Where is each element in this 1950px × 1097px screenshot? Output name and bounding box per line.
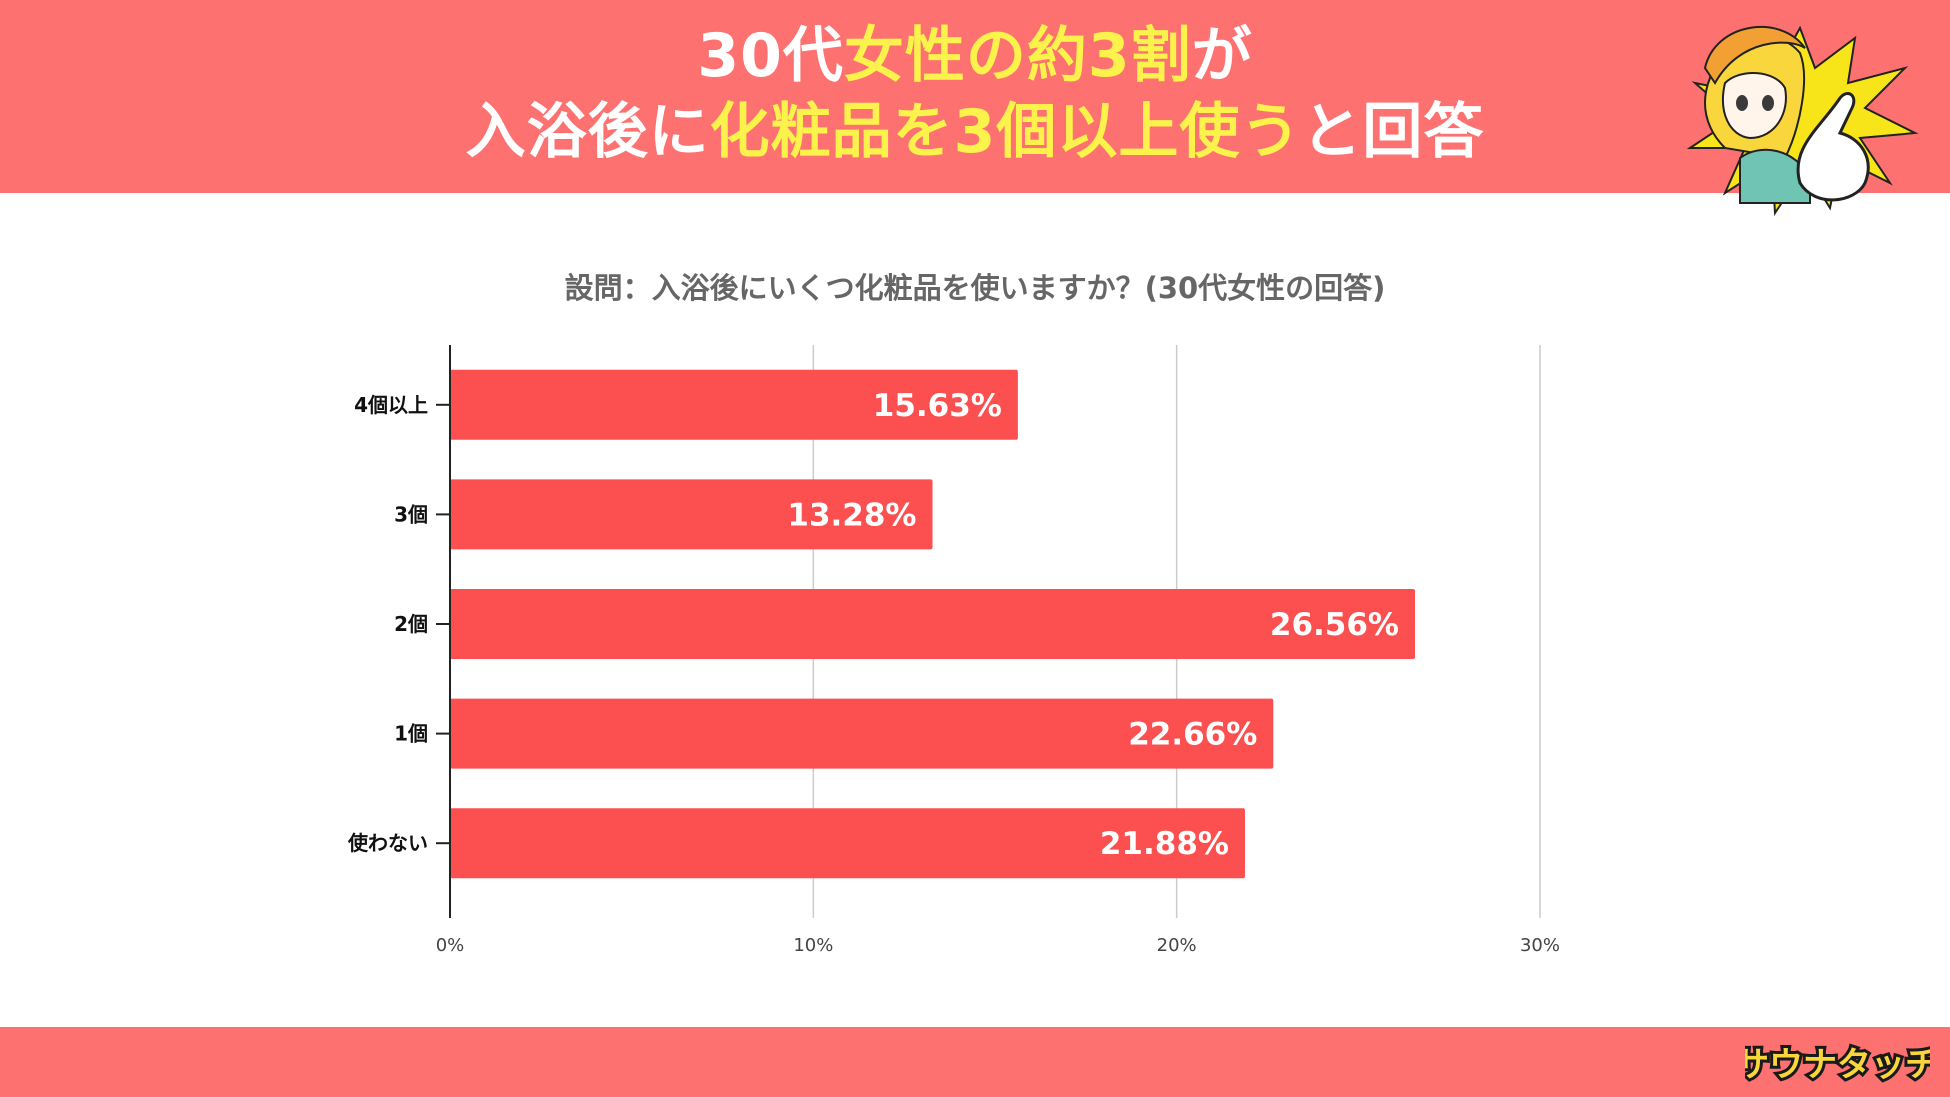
bar	[450, 808, 1245, 879]
headline-line-2: 入浴後に化粧品を3個以上使うと回答	[0, 94, 1950, 170]
headline-highlight: 女性の約3割	[843, 21, 1192, 91]
x-tick-label: 20%	[1157, 935, 1197, 956]
headline: 30代女性の約3割が 入浴後に化粧品を3個以上使うと回答	[0, 18, 1950, 170]
x-tick-label: 10%	[793, 935, 833, 956]
category-label: 使わない	[347, 831, 428, 855]
headline-text: 入浴後に	[465, 97, 710, 167]
data-label: 15.63%	[873, 388, 1002, 424]
bar	[450, 369, 1018, 440]
x-tick-label: 30%	[1520, 935, 1560, 956]
eye-right	[1762, 95, 1774, 111]
x-tick-label: 0%	[436, 935, 465, 956]
headline-text: と回答	[1301, 97, 1485, 167]
mascot-illustration	[1686, 25, 1919, 217]
headline-text: が	[1191, 21, 1253, 91]
data-label: 26.56%	[1270, 607, 1399, 643]
category-label: 4個以上	[354, 393, 428, 417]
logo-text: サウナタッチ	[1745, 1045, 1930, 1085]
face-shape	[1722, 71, 1787, 140]
data-label: 22.66%	[1128, 717, 1257, 753]
data-label: 21.88%	[1100, 826, 1229, 862]
category-label: 3個	[394, 502, 428, 526]
data-label: 13.28%	[787, 497, 916, 533]
eye-left	[1736, 95, 1748, 111]
bar	[450, 698, 1274, 769]
category-label: 2個	[394, 612, 428, 636]
hood-shape	[1703, 26, 1806, 85]
brand-logo: サウナタッチ	[1745, 1042, 1930, 1088]
footer-banner	[0, 1027, 1950, 1097]
headline-line-1: 30代女性の約3割が	[0, 18, 1950, 94]
category-label: 1個	[394, 722, 428, 746]
chart-subtitle: 設問：入浴後にいくつ化粧品を使いますか？(30代女性の回答)	[564, 271, 1386, 305]
headline-highlight: 化粧品を3個以上使う	[709, 97, 1302, 167]
headline-text: 30代	[697, 21, 844, 91]
header-banner	[0, 0, 1950, 193]
bar-chart: 0% 10% 20% 30% 4個以上 15.63% 3個 13.28% 2個 26.56% 1個 2…	[347, 345, 1560, 956]
bar	[450, 589, 1416, 659]
pointing-hand	[1796, 92, 1870, 202]
bar	[450, 479, 933, 550]
